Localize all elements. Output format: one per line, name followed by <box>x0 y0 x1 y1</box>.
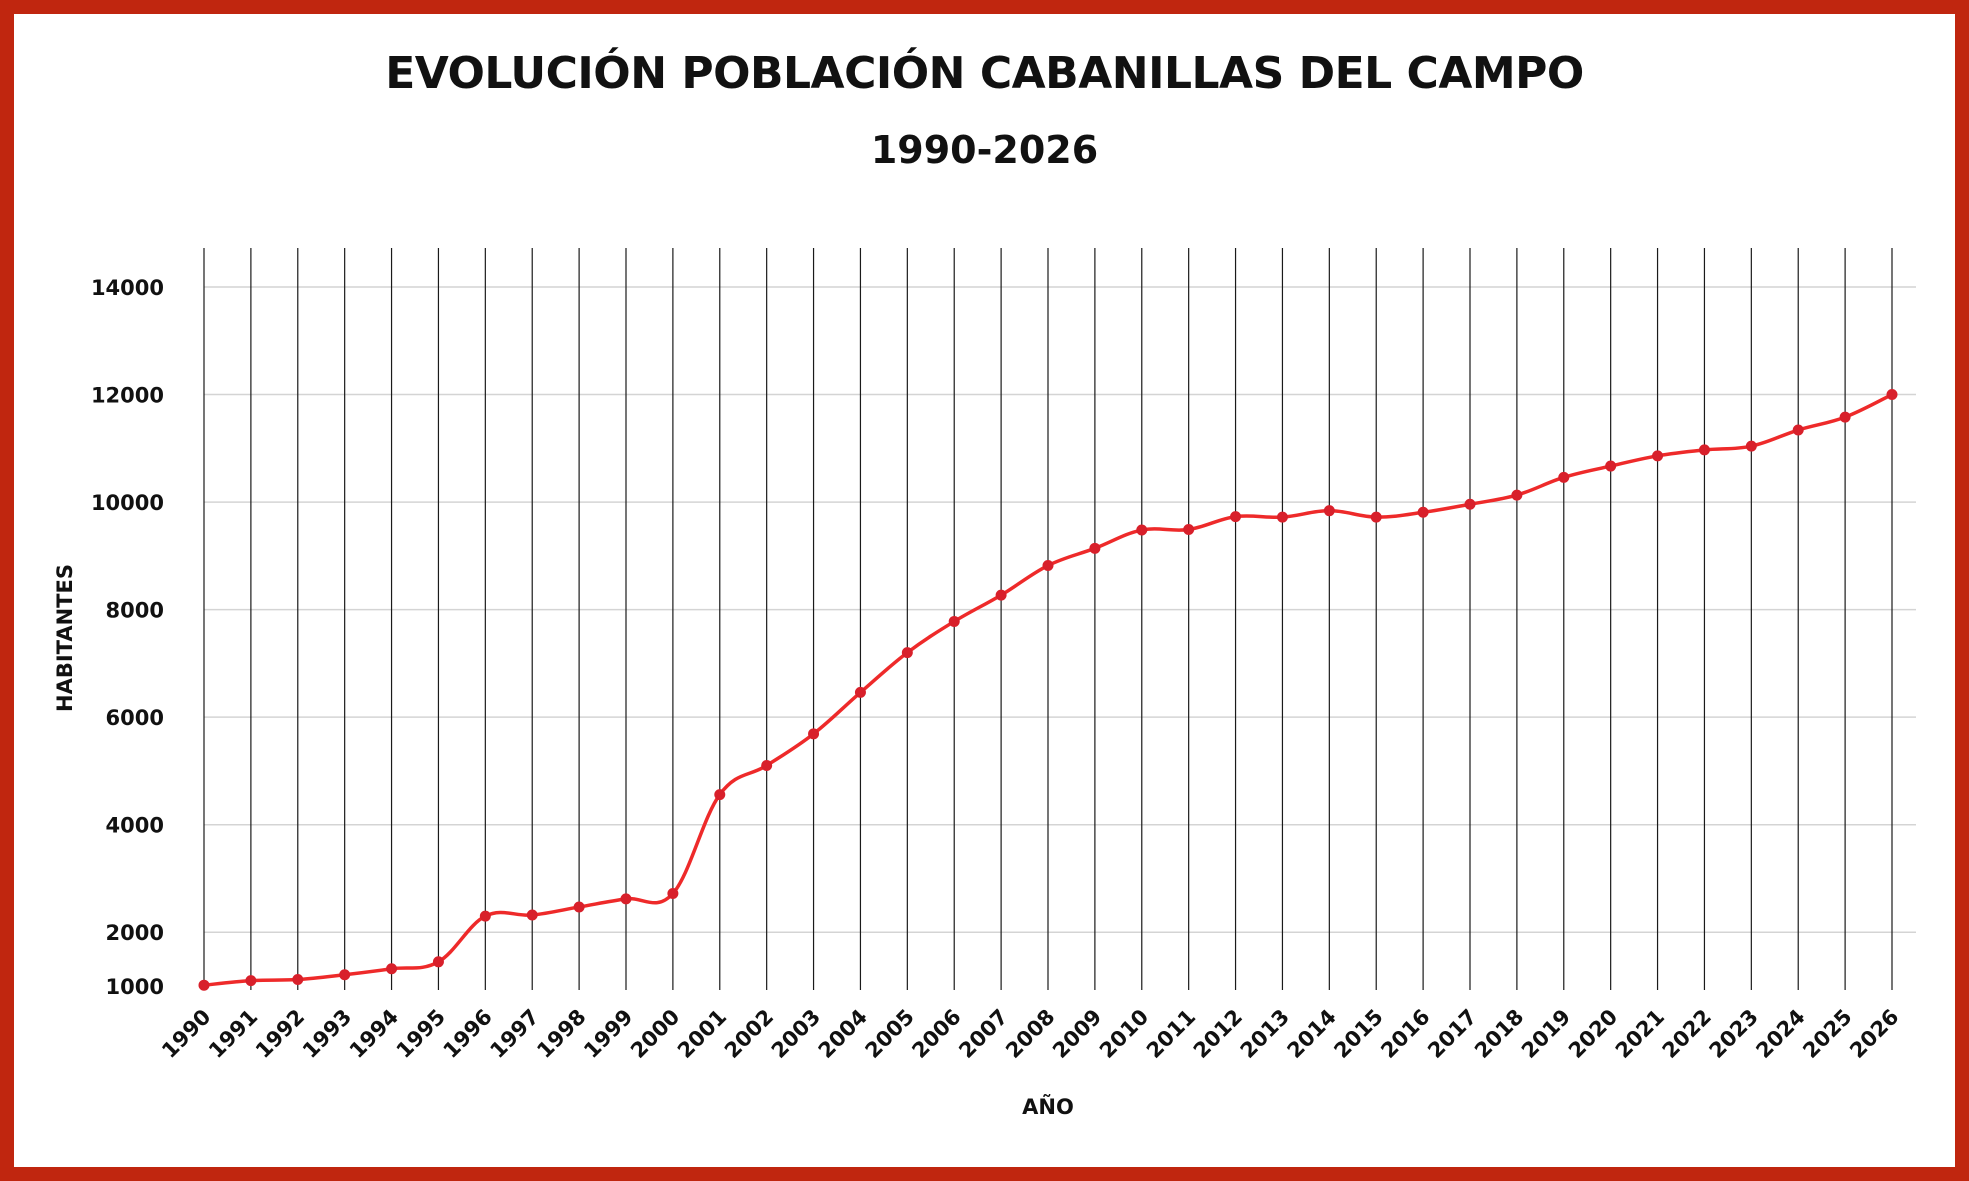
data-point-2001 <box>714 789 726 801</box>
data-point-2025 <box>1839 411 1851 423</box>
data-point-2007 <box>995 589 1007 601</box>
x-tick-label: 2008 <box>1001 1005 1059 1063</box>
x-tick-label: 2009 <box>1048 1005 1106 1063</box>
x-tick-label: 2015 <box>1329 1005 1387 1063</box>
data-point-2005 <box>901 647 913 659</box>
chart-title: EVOLUCIÓN POBLACIÓN CABANILLAS DEL CAMPO <box>385 48 1584 99</box>
data-point-2012 <box>1230 511 1242 523</box>
x-tick-label: 2013 <box>1236 1005 1294 1063</box>
x-tick-label: 2020 <box>1564 1005 1622 1063</box>
y-tick-label: 4000 <box>106 814 164 838</box>
data-point-1997 <box>526 909 538 921</box>
x-tick-label: 1990 <box>157 1005 215 1063</box>
data-point-1990 <box>198 979 210 991</box>
x-tick-label: 2017 <box>1423 1005 1481 1063</box>
data-point-2000 <box>667 888 679 900</box>
x-tick-label: 2026 <box>1845 1005 1903 1063</box>
data-point-2019 <box>1558 471 1570 483</box>
data-point-2016 <box>1417 506 1429 518</box>
data-point-2018 <box>1511 489 1523 501</box>
y-tick-label: 14000 <box>91 276 164 300</box>
x-axis-ticks: 1990199119921993199419951996199719981999… <box>157 1005 1903 1063</box>
data-point-2023 <box>1745 440 1757 452</box>
x-tick-label: 2019 <box>1517 1005 1575 1063</box>
vertical-year-lines <box>203 248 1893 990</box>
x-tick-label: 1997 <box>485 1005 543 1063</box>
data-point-2013 <box>1276 511 1288 523</box>
data-point-2014 <box>1323 505 1335 517</box>
x-tick-label: 2012 <box>1189 1005 1247 1063</box>
chart-subtitle: 1990-2026 <box>870 128 1099 172</box>
x-tick-label: 2001 <box>673 1005 731 1063</box>
series-habitantes <box>198 389 1898 991</box>
data-point-2021 <box>1652 450 1664 462</box>
data-point-2011 <box>1183 523 1195 535</box>
x-tick-label: 2011 <box>1142 1005 1200 1063</box>
x-tick-label: 2010 <box>1095 1005 1153 1063</box>
x-tick-label: 1995 <box>392 1005 450 1063</box>
data-point-2004 <box>854 686 866 698</box>
data-point-1992 <box>292 974 304 986</box>
x-tick-label: 2024 <box>1751 1005 1809 1063</box>
data-point-2002 <box>761 760 773 772</box>
y-tick-label: 6000 <box>106 706 164 730</box>
x-tick-label: 1992 <box>251 1005 309 1063</box>
x-tick-label: 2016 <box>1376 1005 1434 1063</box>
x-tick-label: 2007 <box>954 1005 1012 1063</box>
data-point-1999 <box>620 893 632 905</box>
data-point-1994 <box>386 963 398 975</box>
data-point-2003 <box>808 728 820 740</box>
data-point-1995 <box>432 956 444 968</box>
data-point-1991 <box>245 975 257 987</box>
data-point-2009 <box>1089 542 1101 554</box>
x-tick-label: 1994 <box>345 1005 403 1063</box>
y-tick-label: 2000 <box>106 921 164 945</box>
x-tick-label: 1993 <box>298 1005 356 1063</box>
x-tick-label: 1996 <box>439 1005 497 1063</box>
x-tick-label: 2021 <box>1611 1005 1669 1063</box>
x-tick-label: 2023 <box>1705 1005 1763 1063</box>
data-point-2026 <box>1886 389 1898 401</box>
x-tick-label: 2018 <box>1470 1005 1528 1063</box>
data-point-2015 <box>1370 511 1382 523</box>
x-tick-label: 2025 <box>1798 1005 1856 1063</box>
y-tick-label: 8000 <box>106 599 164 623</box>
x-tick-label: 2002 <box>720 1005 778 1063</box>
x-tick-label: 1998 <box>532 1005 590 1063</box>
x-tick-label: 2003 <box>767 1005 825 1063</box>
data-point-2022 <box>1698 444 1710 456</box>
x-tick-label: 2022 <box>1658 1005 1716 1063</box>
data-point-2017 <box>1464 498 1476 510</box>
y-tick-label: 1000 <box>106 975 164 999</box>
horizontal-gridlines <box>204 286 1916 933</box>
y-tick-label: 12000 <box>91 384 164 408</box>
data-point-2010 <box>1136 524 1148 536</box>
data-point-2020 <box>1605 460 1617 472</box>
y-axis-label: HABITANTES <box>53 564 77 712</box>
x-tick-label: 2005 <box>861 1005 919 1063</box>
y-tick-label: 10000 <box>91 491 164 515</box>
y-axis-ticks: 1000 2000 4000 6000 8000 10000 12000 14000 <box>91 276 164 999</box>
x-tick-label: 2000 <box>626 1005 684 1063</box>
x-tick-label: 1999 <box>579 1005 637 1063</box>
data-point-1998 <box>573 901 585 913</box>
data-point-2008 <box>1042 560 1054 572</box>
x-tick-label: 2004 <box>814 1005 872 1063</box>
data-point-1993 <box>339 969 351 981</box>
x-tick-label: 2014 <box>1283 1005 1341 1063</box>
x-tick-label: 2006 <box>907 1005 965 1063</box>
data-point-1996 <box>479 910 491 922</box>
data-point-2024 <box>1792 424 1804 436</box>
data-point-2006 <box>948 615 960 627</box>
x-axis-label: AÑO <box>1022 1094 1074 1119</box>
x-tick-label: 1991 <box>204 1005 262 1063</box>
